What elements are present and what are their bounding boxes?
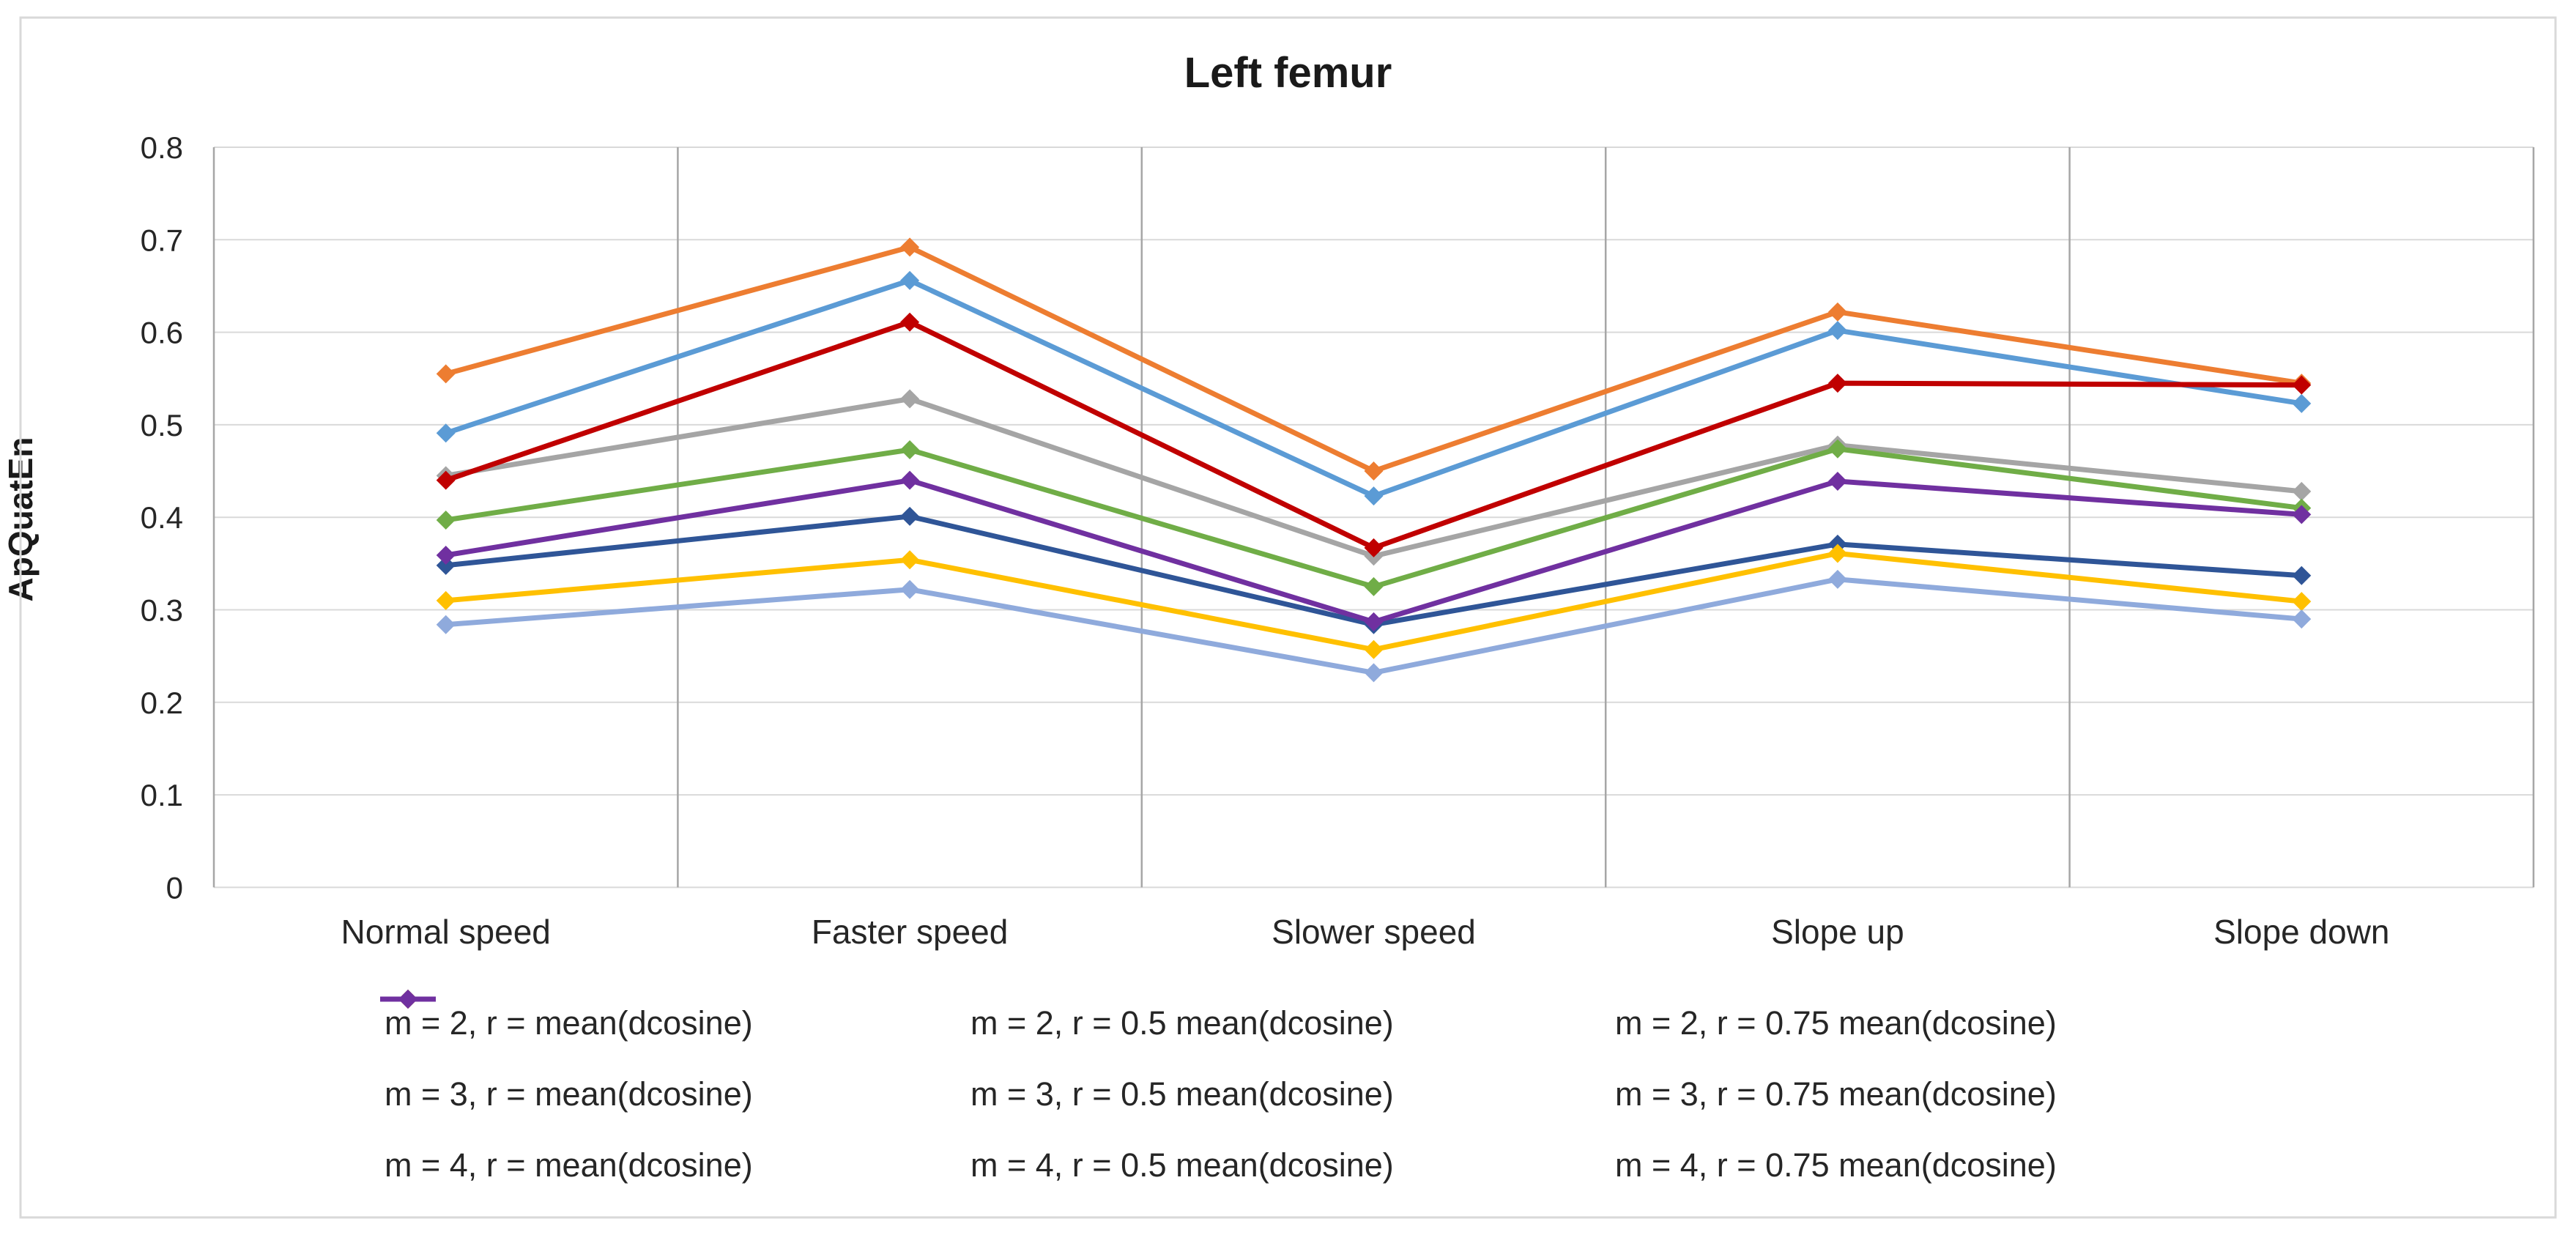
y-tick-label: 0.5 bbox=[141, 408, 183, 442]
legend-label: m = 3, r = mean(dcosine) bbox=[385, 1075, 753, 1113]
data-point-marker bbox=[1364, 486, 1384, 506]
legend-label: m = 4, r = 0.5 mean(dcosine) bbox=[970, 1146, 1394, 1184]
chart-title: Left femur bbox=[1184, 49, 1392, 97]
data-point-marker bbox=[900, 389, 920, 409]
data-point-marker bbox=[2292, 481, 2312, 501]
data-point-marker bbox=[436, 364, 456, 384]
data-point-marker bbox=[1827, 544, 1847, 563]
legend-item: m = 3, r = mean(dcosine) bbox=[379, 990, 965, 1113]
x-category-label: Slope up bbox=[1771, 913, 1904, 951]
series-3 bbox=[436, 544, 2312, 659]
data-point-marker bbox=[436, 510, 456, 530]
data-point-marker bbox=[1827, 302, 1847, 322]
series-7 bbox=[436, 312, 2312, 557]
legend-item: m = 3, r = 0.75 mean(dcosine) bbox=[380, 990, 2057, 1113]
data-point-marker bbox=[900, 506, 920, 526]
data-point-marker bbox=[900, 440, 920, 460]
series-8 bbox=[436, 470, 2312, 631]
data-point-marker bbox=[436, 615, 456, 634]
y-tick-label: 0.2 bbox=[141, 686, 183, 720]
legend-label: m = 2, r = 0.5 mean(dcosine) bbox=[970, 1004, 1394, 1042]
legend-item: m = 2, r = 0.75 mean(dcosine) bbox=[380, 990, 2057, 1042]
legend-marker-icon bbox=[380, 990, 436, 1009]
data-point-marker bbox=[1827, 321, 1847, 341]
data-point-marker bbox=[2292, 393, 2312, 413]
data-point-marker bbox=[1827, 471, 1847, 491]
data-point-marker bbox=[900, 470, 920, 490]
legend-row: m = 4, r = mean(dcosine) m = 4, r = 0.5 m… bbox=[379, 990, 2057, 1201]
x-category-label: Slower speed bbox=[1272, 913, 1476, 951]
legend-item: m = 4, r = 0.75 mean(dcosine) bbox=[380, 990, 2057, 1184]
legend-row: m = 2, r = mean(dcosine) m = 2, r = 0.5 m… bbox=[379, 987, 2057, 1058]
data-point-marker bbox=[1827, 374, 1847, 393]
data-point-marker bbox=[900, 550, 920, 570]
data-point-marker bbox=[1364, 639, 1384, 659]
y-tick-label: 0.6 bbox=[141, 316, 183, 350]
data-point-marker bbox=[1364, 461, 1384, 481]
legend-label: m = 4, r = mean(dcosine) bbox=[385, 1146, 753, 1184]
data-point-marker bbox=[900, 237, 920, 257]
data-point-marker bbox=[900, 579, 920, 599]
data-point-marker bbox=[436, 545, 456, 565]
data-point-marker bbox=[2292, 592, 2312, 612]
data-point-marker bbox=[2292, 565, 2312, 585]
data-point-marker bbox=[436, 423, 456, 443]
data-point-marker bbox=[2292, 505, 2312, 524]
y-tick-label: 0.3 bbox=[141, 593, 183, 628]
legend-item: m = 4, r = mean(dcosine) bbox=[379, 990, 965, 1184]
legend: m = 2, r = mean(dcosine) m = 2, r = 0.5 m… bbox=[379, 987, 2057, 1201]
data-point-marker bbox=[1827, 569, 1847, 589]
legend-item: m = 2, r = mean(dcosine) bbox=[379, 990, 965, 1042]
x-category-label: Normal speed bbox=[341, 913, 551, 951]
legend-item: m = 3, r = 0.5 mean(dcosine) bbox=[380, 990, 1609, 1113]
data-point-marker bbox=[1364, 663, 1384, 683]
y-tick-label: 0.4 bbox=[141, 500, 183, 535]
chart-frame-border bbox=[19, 16, 2557, 1219]
y-tick-label: 0.1 bbox=[141, 778, 183, 812]
data-point-marker bbox=[2292, 609, 2312, 629]
x-category-label: Slope down bbox=[2213, 913, 2389, 951]
legend-label: m = 4, r = 0.75 mean(dcosine) bbox=[1615, 1146, 2057, 1184]
legend-item: m = 4, r = 0.5 mean(dcosine) bbox=[380, 990, 1609, 1184]
legend-row: m = 3, r = mean(dcosine) m = 3, r = 0.5 m… bbox=[379, 990, 2057, 1130]
data-point-marker bbox=[1364, 538, 1384, 557]
data-point-marker bbox=[1827, 439, 1847, 459]
legend-label: m = 3, r = 0.5 mean(dcosine) bbox=[970, 1075, 1394, 1113]
x-category-label: Faster speed bbox=[812, 913, 1008, 951]
legend-label: m = 3, r = 0.75 mean(dcosine) bbox=[1615, 1075, 2057, 1113]
data-point-marker bbox=[900, 312, 920, 332]
data-point-marker bbox=[900, 270, 920, 290]
series-6 bbox=[436, 569, 2312, 683]
legend-item: m = 2, r = 0.5 mean(dcosine) bbox=[380, 990, 1609, 1042]
data-point-marker bbox=[436, 470, 456, 490]
y-tick-label: 0 bbox=[166, 870, 183, 905]
y-tick-label: 0.7 bbox=[141, 223, 183, 257]
y-tick-label: 0.8 bbox=[141, 130, 183, 165]
legend-label: m = 2, r = 0.75 mean(dcosine) bbox=[1615, 1004, 2057, 1042]
data-point-marker bbox=[436, 555, 456, 575]
series-4 bbox=[436, 270, 2312, 506]
data-point-marker bbox=[436, 590, 456, 610]
series-5 bbox=[436, 439, 2312, 596]
series-line bbox=[443, 319, 2304, 551]
data-point-marker bbox=[2292, 375, 2312, 395]
legend-label: m = 2, r = mean(dcosine) bbox=[385, 1004, 753, 1042]
data-point-marker bbox=[1364, 612, 1384, 631]
data-point-marker bbox=[1364, 576, 1384, 596]
